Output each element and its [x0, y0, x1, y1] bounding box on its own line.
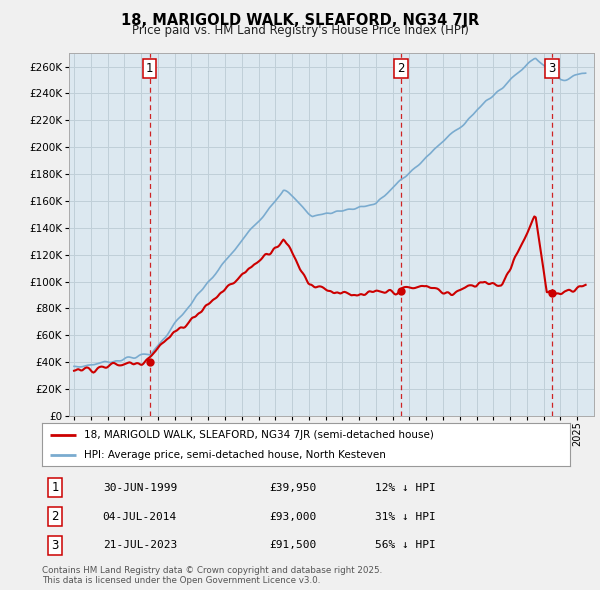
- Text: 04-JUL-2014: 04-JUL-2014: [103, 512, 177, 522]
- Text: 21-JUL-2023: 21-JUL-2023: [103, 540, 177, 550]
- Text: 1: 1: [52, 481, 59, 494]
- Text: £93,000: £93,000: [269, 512, 316, 522]
- Text: 3: 3: [548, 62, 556, 75]
- Text: 56% ↓ HPI: 56% ↓ HPI: [374, 540, 436, 550]
- Text: 31% ↓ HPI: 31% ↓ HPI: [374, 512, 436, 522]
- Text: 30-JUN-1999: 30-JUN-1999: [103, 483, 177, 493]
- Text: Contains HM Land Registry data © Crown copyright and database right 2025.
This d: Contains HM Land Registry data © Crown c…: [42, 566, 382, 585]
- Text: HPI: Average price, semi-detached house, North Kesteven: HPI: Average price, semi-detached house,…: [84, 450, 386, 460]
- Text: 1: 1: [146, 62, 153, 75]
- Text: £91,500: £91,500: [269, 540, 316, 550]
- Text: 18, MARIGOLD WALK, SLEAFORD, NG34 7JR (semi-detached house): 18, MARIGOLD WALK, SLEAFORD, NG34 7JR (s…: [84, 430, 434, 440]
- Text: 2: 2: [397, 62, 405, 75]
- Text: 2: 2: [52, 510, 59, 523]
- Text: 3: 3: [52, 539, 59, 552]
- Text: Price paid vs. HM Land Registry's House Price Index (HPI): Price paid vs. HM Land Registry's House …: [131, 24, 469, 37]
- Text: 12% ↓ HPI: 12% ↓ HPI: [374, 483, 436, 493]
- Text: 18, MARIGOLD WALK, SLEAFORD, NG34 7JR: 18, MARIGOLD WALK, SLEAFORD, NG34 7JR: [121, 13, 479, 28]
- Text: £39,950: £39,950: [269, 483, 316, 493]
